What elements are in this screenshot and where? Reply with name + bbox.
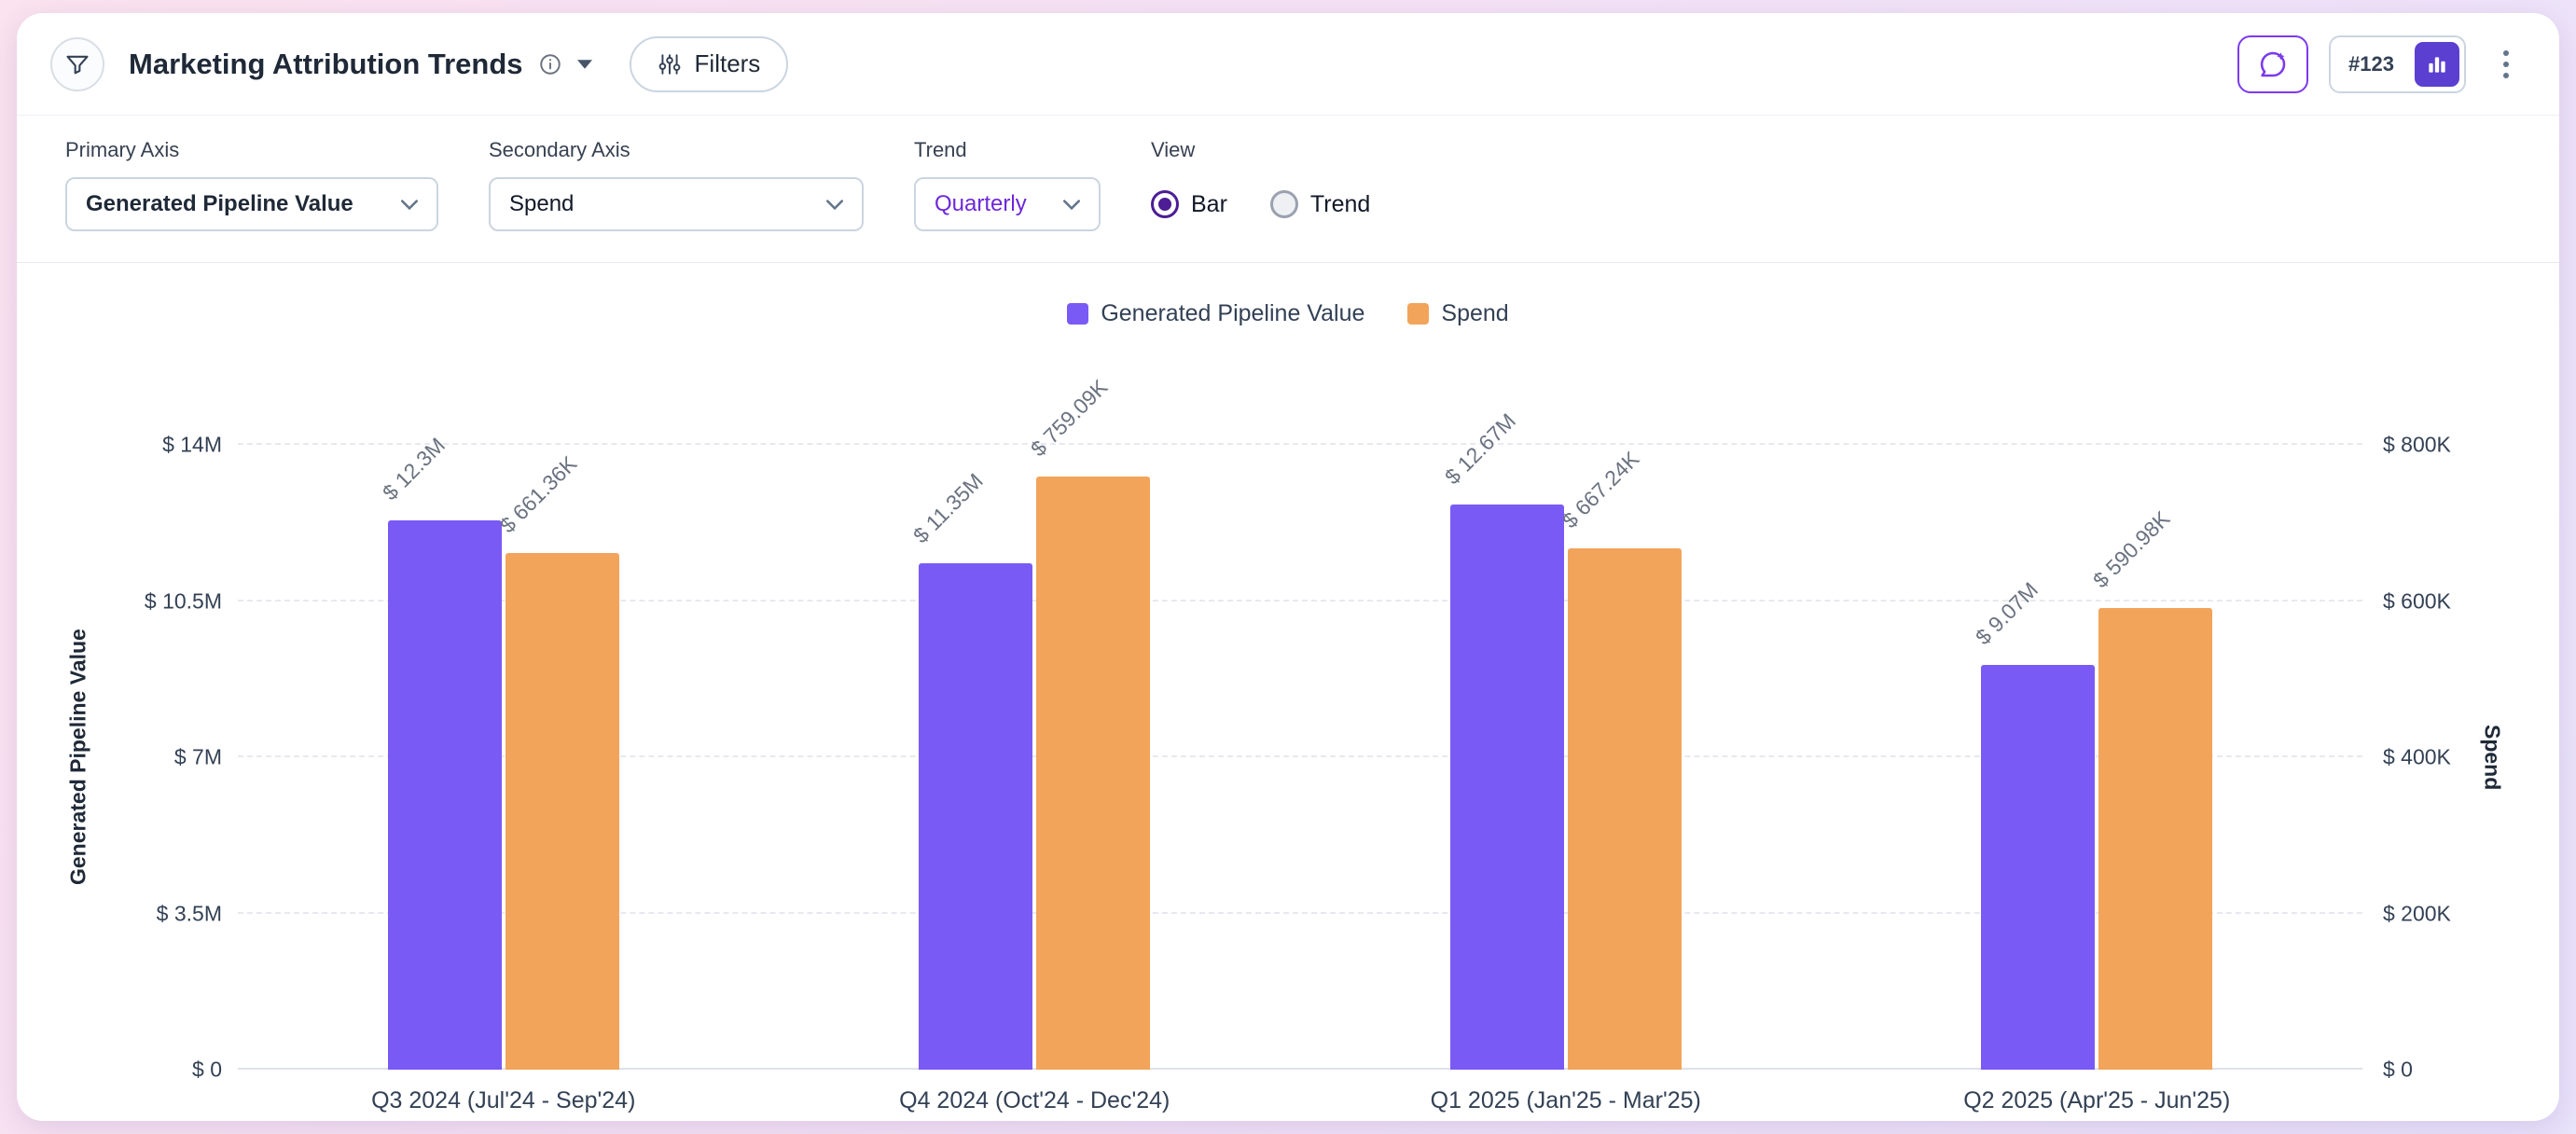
kebab-menu-icon[interactable]	[2486, 35, 2526, 93]
bar-value-label: $ 759.09K	[1026, 375, 1113, 462]
gridline	[238, 755, 2362, 757]
bar-group: $ 12.67M $ 667.24K	[1300, 408, 1832, 1070]
gridline	[238, 1068, 2362, 1070]
left-tick-label: $ 14M	[162, 432, 222, 457]
primary-axis-value: Generated Pipeline Value	[86, 191, 353, 216]
page-title: Marketing Attribution Trends	[129, 47, 523, 80]
left-tick-label: $ 7M	[173, 744, 222, 769]
bar-pipeline[interactable]: $ 12.3M	[378, 434, 502, 1070]
bar-spend[interactable]: $ 590.98K	[2088, 506, 2213, 1070]
trend-label: Trend	[914, 138, 967, 161]
bar-group: $ 9.07M $ 590.98K	[1832, 445, 2363, 1070]
primary-axis-select[interactable]: Generated Pipeline Value	[65, 177, 438, 231]
view-label: View	[1151, 138, 1196, 161]
bar-value-label: $ 12.67M	[1439, 408, 1520, 489]
widget-number: #123	[2348, 51, 2394, 76]
secondary-axis-control: Secondary Axis Spend	[489, 138, 864, 262]
chart-legend: Generated Pipeline Value Spend	[17, 300, 2559, 327]
bar-pair: $ 9.07M $ 590.98K	[1971, 445, 2213, 1070]
right-axis-ticks: $ 0 $ 200K $ 400K $ 600K $ 800K	[2383, 433, 2532, 1082]
category-label: Q1 2025 (Jan'25 - Mar'25)	[1430, 1087, 1701, 1113]
sliders-icon	[658, 52, 682, 76]
info-icon[interactable]	[538, 52, 562, 76]
bar-pipeline[interactable]: $ 12.67M	[1440, 408, 1564, 1070]
view-option-trend[interactable]: Trend	[1269, 190, 1371, 218]
legend-item[interactable]: Spend	[1407, 300, 1509, 327]
legend-label: Spend	[1441, 300, 1509, 326]
right-tick-label: $ 800K	[2383, 432, 2451, 457]
left-axis-ticks: $ 0 $ 3.5M $ 7M $ 10.5M $ 14M	[73, 433, 222, 1082]
ai-assistant-button[interactable]	[2237, 35, 2309, 93]
bar-spend[interactable]: $ 661.36K	[495, 451, 619, 1070]
filters-label: Filters	[694, 49, 761, 77]
bar-value-label: $ 661.36K	[494, 450, 582, 538]
bar-pipeline[interactable]: $ 11.35M	[908, 468, 1033, 1070]
legend-label: Generated Pipeline Value	[1101, 300, 1365, 326]
view-option-bar[interactable]: Bar	[1151, 190, 1227, 218]
category-label: Q3 2024 (Jul'24 - Sep'24)	[371, 1087, 636, 1113]
bar-chart-icon	[2425, 52, 2449, 76]
bar-group: $ 11.35M $ 759.09K	[769, 375, 1301, 1070]
legend-swatch	[1407, 303, 1430, 325]
left-tick-label: $ 10.5M	[144, 588, 222, 613]
radio-trend[interactable]	[1269, 190, 1298, 218]
chevron-down-icon	[1063, 199, 1080, 210]
trend-value: Quarterly	[935, 191, 1027, 216]
primary-axis-control: Primary Axis Generated Pipeline Value	[65, 138, 438, 262]
right-axis-title: Spend	[2480, 724, 2505, 791]
category-label: Q2 2025 (Apr'25 - Jun'25)	[1963, 1087, 2231, 1113]
right-tick-label: $ 600K	[2383, 588, 2451, 613]
bar-group: $ 12.3M $ 661.36K	[238, 434, 769, 1070]
secondary-axis-label: Secondary Axis	[489, 138, 630, 161]
radio-trend-label: Trend	[1309, 190, 1371, 217]
bar-value-label: $ 11.35M	[908, 468, 989, 548]
widget-card: Marketing Attribution Trends Filters	[17, 13, 2559, 1121]
category-label: Q4 2024 (Oct'24 - Dec'24)	[899, 1087, 1170, 1113]
chevron-down-icon	[401, 199, 418, 210]
chat-sparkle-icon	[2256, 48, 2290, 81]
widget-number-group: #123	[2329, 35, 2466, 93]
radio-bar[interactable]	[1151, 190, 1179, 218]
funnel-icon	[50, 36, 104, 91]
x-axis-category-labels: Q3 2024 (Jul'24 - Sep'24) Q4 2024 (Oct'24…	[238, 1087, 2362, 1121]
bar-pipeline[interactable]: $ 9.07M	[1971, 577, 2096, 1070]
chart-type-button[interactable]	[2415, 41, 2459, 87]
legend-swatch	[1067, 303, 1089, 325]
bar-pair: $ 12.67M $ 667.24K	[1440, 408, 1682, 1070]
left-tick-label: $ 0	[192, 1057, 222, 1082]
filters-button[interactable]: Filters	[629, 35, 789, 92]
radio-bar-label: Bar	[1191, 190, 1227, 217]
bar-pair: $ 11.35M $ 759.09K	[908, 375, 1151, 1070]
gridline	[238, 911, 2362, 914]
bar-spend[interactable]: $ 759.09K	[1026, 375, 1151, 1070]
gridline	[238, 443, 2362, 445]
view-radio-group: Bar Trend	[1151, 177, 1370, 231]
bar-pair: $ 12.3M $ 661.36K	[378, 434, 619, 1070]
view-control: View Bar Trend	[1151, 138, 1370, 262]
secondary-axis-select[interactable]: Spend	[489, 177, 864, 231]
bar-spend[interactable]: $ 667.24K	[1558, 447, 1682, 1070]
caret-down-icon[interactable]	[576, 59, 592, 69]
gridline	[238, 599, 2362, 602]
trend-select[interactable]: Quarterly	[914, 177, 1101, 231]
secondary-axis-value: Spend	[509, 191, 575, 216]
primary-axis-label: Primary Axis	[65, 138, 180, 161]
right-tick-label: $ 200K	[2383, 901, 2451, 925]
bar-value-label: $ 12.3M	[377, 433, 450, 505]
chart-area: Generated Pipeline Value Spend Generated …	[17, 263, 2559, 1121]
right-tick-label: $ 0	[2383, 1057, 2413, 1082]
trend-control: Trend Quarterly	[914, 138, 1101, 262]
widget-header: Marketing Attribution Trends Filters	[17, 13, 2559, 116]
controls-bar: Primary Axis Generated Pipeline Value Se…	[17, 116, 2559, 263]
right-tick-label: $ 400K	[2383, 744, 2451, 769]
legend-item[interactable]: Generated Pipeline Value	[1067, 300, 1364, 327]
bar-value-label: $ 667.24K	[1557, 446, 1644, 533]
plot-area: $ 12.3M $ 661.36K $ 11.35M $ 759.09K $ 12.67…	[238, 375, 2363, 1070]
chevron-down-icon	[826, 199, 843, 210]
bar-value-label: $ 9.07M	[1971, 577, 2043, 650]
left-tick-label: $ 3.5M	[156, 901, 222, 925]
bar-value-label: $ 590.98K	[2088, 505, 2175, 593]
